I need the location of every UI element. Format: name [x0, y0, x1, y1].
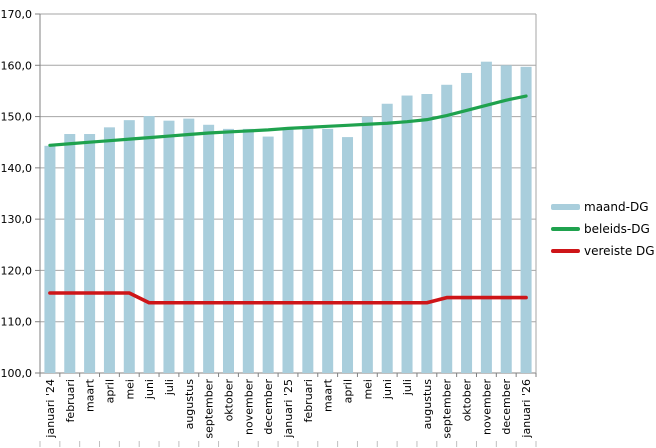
x-axis-label: mei: [123, 379, 136, 400]
bar-november: [242, 128, 254, 373]
bar-juli: [163, 120, 175, 373]
bar-september: [203, 124, 215, 373]
bar-maart: [84, 134, 96, 373]
bar-juli: [401, 95, 413, 374]
beleids-DG-line: [48, 94, 528, 147]
vereiste-dg-swatch-icon: [551, 249, 580, 253]
y-axis-label: 170,0: [1, 8, 33, 21]
y-axis-label: 130,0: [1, 213, 33, 226]
x-axis-label: mei: [361, 379, 374, 400]
x-axis-label: juni: [381, 379, 394, 400]
y-axis-label: 150,0: [1, 111, 33, 124]
bar-augustus: [183, 118, 195, 373]
bar-augustus: [421, 94, 433, 374]
x-axis-label: april: [103, 379, 116, 403]
bar-september: [441, 84, 453, 373]
bar-december: [262, 136, 274, 373]
x-axis-label: februari: [302, 379, 315, 422]
bar-november: [480, 61, 492, 374]
bar-januari '26: [520, 66, 532, 374]
x-axis-label: januari '24: [44, 379, 57, 439]
bar-april: [103, 127, 115, 373]
vereiste DG-line: [48, 291, 528, 305]
legend-item-maand-dg: maand-DG: [551, 196, 655, 218]
x-axis-label: maart: [322, 378, 335, 412]
y-axis-label: 140,0: [1, 162, 33, 175]
x-axis-label: juli: [163, 379, 176, 396]
bar-oktober: [461, 72, 473, 373]
legend-label-vereiste-dg: vereiste DG: [584, 244, 655, 258]
x-axis-label: januari '25: [282, 379, 295, 439]
bar-mei: [361, 116, 373, 374]
x-axis-label: augustus: [421, 379, 434, 430]
legend-item-vereiste-dg: vereiste DG: [551, 240, 655, 262]
x-axis-label: oktober: [222, 379, 235, 422]
y-axis-label: 110,0: [1, 316, 33, 329]
bar-mei: [123, 120, 135, 373]
chart-legend: maand-DG beleids-DG vereiste DG: [551, 196, 655, 262]
bar-januari '25: [282, 127, 294, 374]
x-axis-label: april: [342, 379, 355, 403]
bar-april: [342, 137, 354, 373]
x-axis-label: augustus: [183, 379, 196, 430]
x-axis-label: december: [262, 379, 275, 435]
bar-januari '24: [44, 145, 56, 373]
x-axis-label: november: [480, 379, 493, 435]
bar-maart: [322, 128, 334, 373]
legend-label-maand-dg: maand-DG: [584, 200, 649, 214]
x-axis-label: februari: [64, 379, 77, 422]
y-axis-label: 100,0: [1, 367, 33, 380]
bar-februari: [302, 126, 314, 374]
maand-dg-swatch-icon: [551, 204, 580, 210]
x-axis-label: november: [242, 379, 255, 435]
x-axis-label: september: [203, 379, 216, 439]
x-axis-label: september: [441, 379, 454, 439]
x-axis-label: juli: [401, 379, 414, 396]
y-axis-label: 160,0: [1, 59, 33, 72]
bar-februari: [64, 134, 76, 373]
x-axis-label: maart: [84, 378, 97, 412]
bar-juni: [381, 103, 393, 373]
x-axis-label: juni: [143, 379, 156, 400]
legend-item-beleids-dg: beleids-DG: [551, 218, 655, 240]
x-axis-label: januari '26: [520, 379, 533, 439]
y-axis-label: 120,0: [1, 264, 33, 277]
bar-december: [500, 65, 512, 374]
legend-label-beleids-dg: beleids-DG: [584, 222, 650, 236]
x-axis-label: oktober: [461, 379, 474, 422]
x-axis-label: december: [500, 379, 513, 435]
bar-juni: [143, 116, 155, 374]
bar-oktober: [222, 128, 234, 373]
beleids-dg-swatch-icon: [551, 227, 580, 231]
